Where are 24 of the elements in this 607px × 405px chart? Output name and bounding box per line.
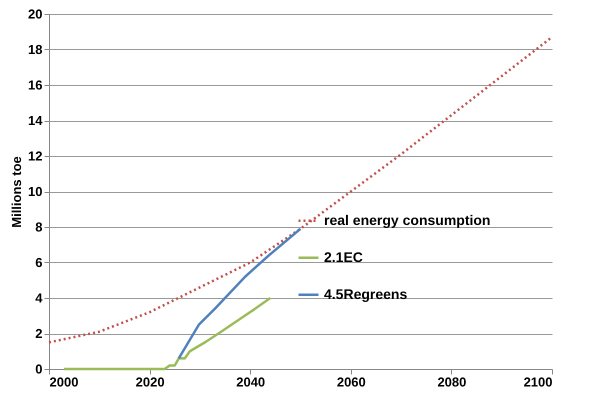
x-tick-label: 2060 [336,374,366,390]
y-tick-label: 4 [35,290,44,306]
y-tick-label: 10 [28,184,42,199]
y-tick-label: 8 [35,220,42,234]
line-series [48,36,554,344]
x-tick-label: 2080 [437,374,466,390]
y-tick-label: 20 [28,6,42,22]
y-tick-label: 18 [28,42,42,57]
x-tick-label: 2020 [136,374,165,390]
y-axis-title: Millions toe [9,156,24,228]
line-series [178,228,302,360]
legend-label: 2.1EC [324,248,363,265]
y-tick-label: 14 [28,113,44,128]
legend-label: real energy consumption [324,212,490,228]
y-tick-label: 2 [35,326,42,341]
y-tick-label: 12 [28,148,42,164]
y-tick-label: 16 [28,78,42,92]
legend-label: 4.5Regreens [324,286,408,302]
x-tick-label: 2100 [524,374,552,390]
x-tick-label: 2040 [236,374,266,390]
y-tick-label: 6 [35,255,42,270]
line-series [62,296,272,370]
y-tick-label: 0 [35,362,42,376]
x-tick-label: 2000 [50,374,78,390]
